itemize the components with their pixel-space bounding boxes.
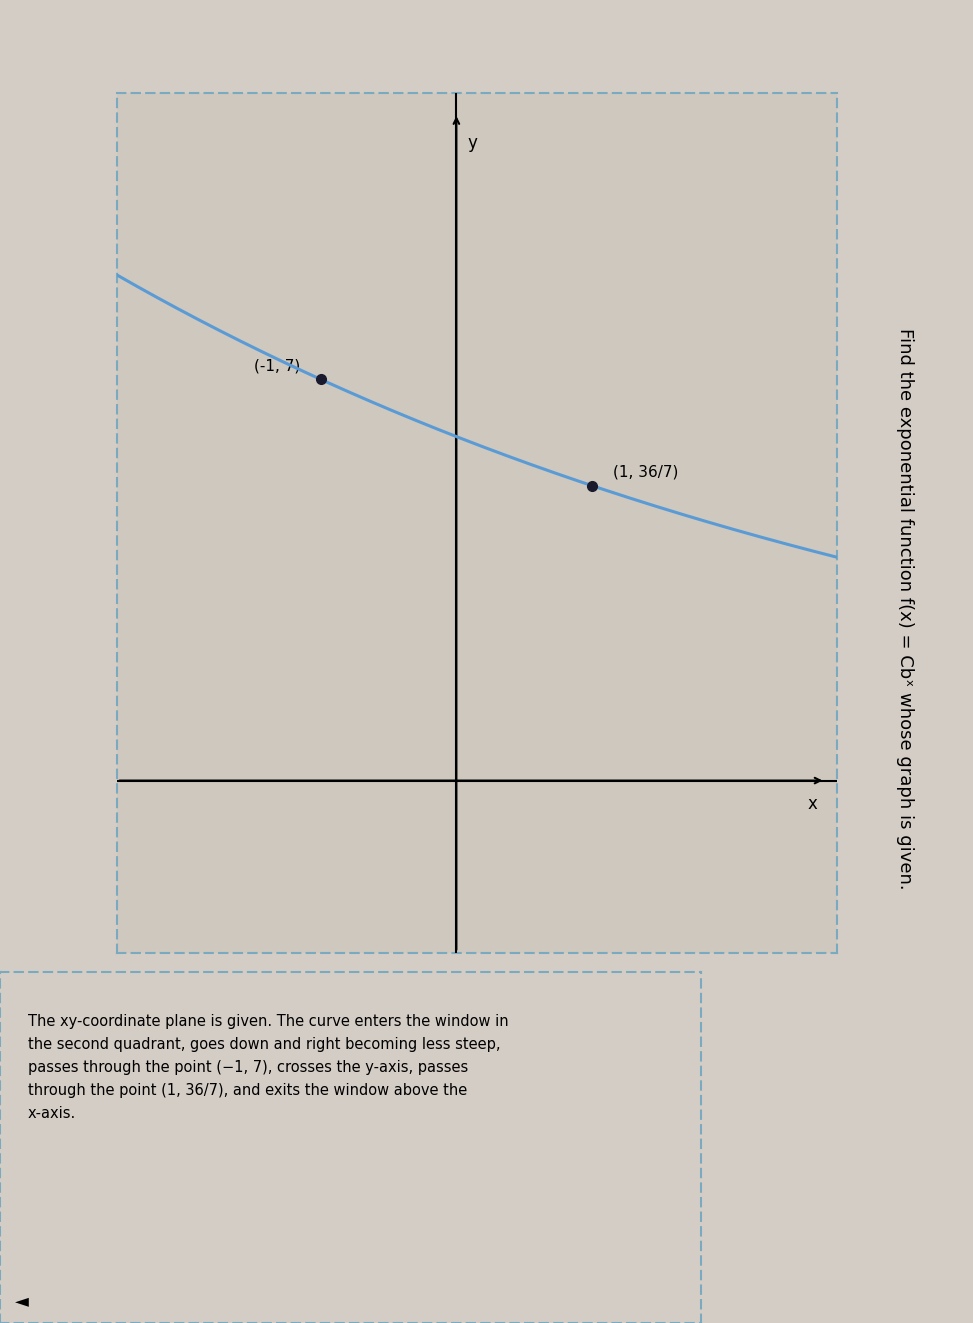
Text: x: x — [808, 795, 817, 812]
Text: ◄: ◄ — [15, 1291, 28, 1310]
Text: (-1, 7): (-1, 7) — [254, 359, 300, 373]
Text: y: y — [467, 134, 477, 152]
Text: Find the exponential function f(x) = Cbˣ whose graph is given.: Find the exponential function f(x) = Cbˣ… — [896, 328, 914, 889]
Text: The xy-coordinate plane is given. The curve enters the window in
the second quad: The xy-coordinate plane is given. The cu… — [28, 1015, 509, 1121]
Text: (1, 36/7): (1, 36/7) — [613, 464, 678, 480]
